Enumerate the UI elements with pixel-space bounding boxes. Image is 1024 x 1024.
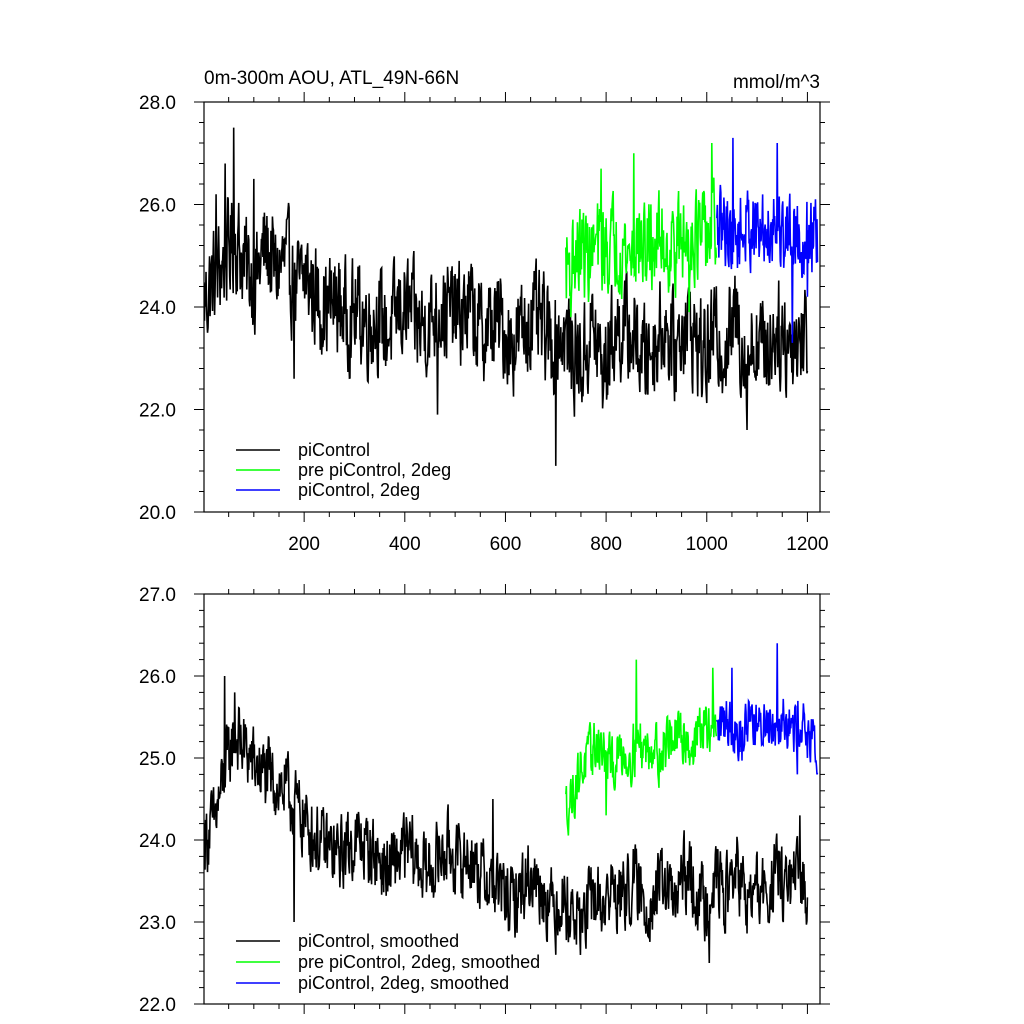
x-tick-label: 1200 xyxy=(786,534,828,555)
series-line-pre-picontrol-2deg xyxy=(565,142,718,318)
y-tick-label: 26.0 xyxy=(139,667,176,688)
y-tick-label: 24.0 xyxy=(139,831,176,852)
legend-label: piControl, smoothed xyxy=(298,931,459,951)
series-line-picontrol-smoothed xyxy=(204,675,809,964)
y-tick-label: 20.0 xyxy=(139,503,176,524)
y-tick-label: 27.0 xyxy=(139,585,176,606)
legend-label: piControl, 2deg, smoothed xyxy=(298,973,509,993)
top-series-group xyxy=(204,127,819,466)
series-line-pre-picontrol-2deg-smoothed xyxy=(565,659,718,836)
series-line-picontrol xyxy=(204,127,809,466)
x-tick-label: 800 xyxy=(590,534,622,555)
y-tick-label: 23.0 xyxy=(139,913,176,934)
x-tick-label: 400 xyxy=(389,534,421,555)
x-tick-label: 200 xyxy=(288,534,320,555)
chart-title: 0m-300m AOU, ATL_49N-66N xyxy=(204,68,459,89)
y-tick-label: 22.0 xyxy=(139,995,176,1016)
y-tick-label: 22.0 xyxy=(139,401,176,422)
units-label: mmol/m^3 xyxy=(733,72,820,93)
bottom-axes: 22.0 23.0 24.0 25.0 26.0 27.0 xyxy=(139,584,830,1016)
y-tick-label: 24.0 xyxy=(139,298,176,319)
plot-frame xyxy=(203,593,821,1005)
x-tick-label: 600 xyxy=(490,534,522,555)
top-axes: 200 400 600 800 1000 1200 20.0 22.0 24.0 26.0 28.0 xyxy=(139,92,830,555)
legend-label: piControl, 2deg xyxy=(298,480,420,500)
y-tick-label: 25.0 xyxy=(139,749,176,770)
legend-label: pre piControl, 2deg xyxy=(298,460,451,480)
top-panel: 0m-300m AOU, ATL_49N-66N mmol/m^3 200 400… xyxy=(139,68,830,555)
y-tick-label: 28.0 xyxy=(139,93,176,114)
bottom-panel: 22.0 23.0 24.0 25.0 26.0 27.0 piControl, smoo… xyxy=(139,584,830,1016)
legend-label: pre piControl, 2deg, smoothed xyxy=(298,952,540,972)
bottom-series-group xyxy=(204,643,819,964)
series-line-picontrol-2deg-smoothed xyxy=(716,643,819,775)
legend-label: piControl xyxy=(298,440,370,460)
series-line-picontrol-2deg xyxy=(716,137,819,343)
y-tick-label: 26.0 xyxy=(139,196,176,217)
x-tick-label: 1000 xyxy=(686,534,728,555)
